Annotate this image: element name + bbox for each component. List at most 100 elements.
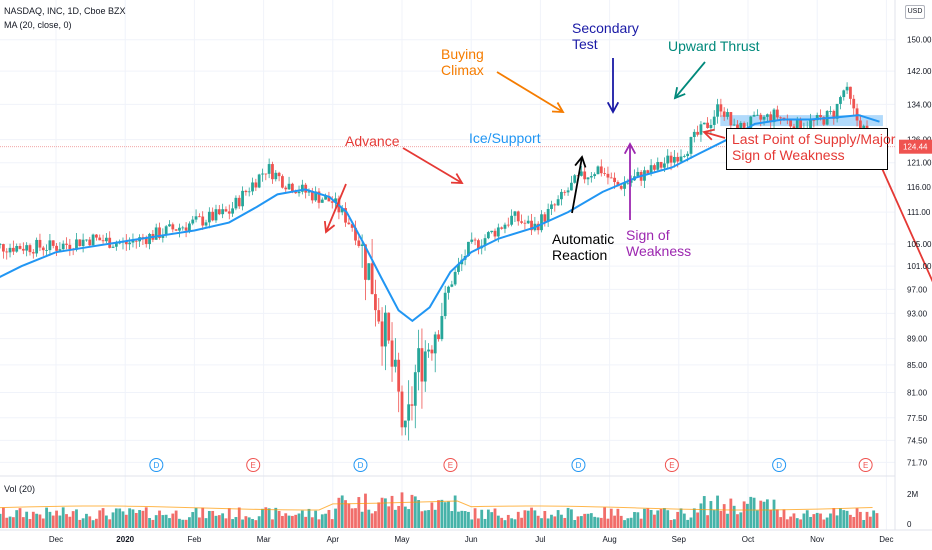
- candle-body: [131, 240, 135, 243]
- time-tick-label: May: [394, 535, 409, 544]
- ice-support-label: Ice/Support: [469, 130, 541, 146]
- volume-bar: [712, 510, 716, 528]
- volume-bar: [862, 519, 866, 528]
- volume-bar: [583, 513, 587, 528]
- candle-body: [204, 222, 208, 226]
- price-tick-label: 111.00: [907, 208, 931, 217]
- volume-bar: [825, 517, 829, 528]
- projection-path: [878, 162, 932, 283]
- volume-bar: [726, 513, 729, 528]
- volume-bar: [417, 500, 421, 528]
- volume-bar: [543, 510, 547, 528]
- volume-bar: [337, 497, 341, 528]
- volume-label[interactable]: Vol (20): [4, 484, 36, 494]
- volume-bar: [294, 514, 298, 528]
- advance-arrow-head: [450, 173, 464, 184]
- ma-indicator-label[interactable]: MA (20, close, 0): [4, 20, 72, 30]
- volume-bar: [546, 518, 550, 528]
- dividend-marker: [772, 458, 787, 472]
- candle-body: [290, 183, 294, 193]
- upward-thrust-arrow: [673, 61, 706, 100]
- volume-bar: [659, 508, 663, 528]
- volume-bar: [407, 509, 411, 528]
- candle-body: [114, 243, 118, 247]
- candle-body: [65, 243, 68, 245]
- candle-body: [457, 264, 460, 272]
- volume-bar: [184, 519, 188, 528]
- volume-bar: [646, 508, 650, 528]
- candle-body: [702, 122, 706, 125]
- candle-body: [536, 223, 540, 231]
- volume-bar: [586, 513, 590, 528]
- candle-body: [470, 239, 474, 242]
- candle-body: [540, 214, 543, 231]
- candle-body: [367, 263, 371, 280]
- advance-arrow-2: [323, 183, 347, 234]
- volume-bar: [682, 513, 686, 528]
- candle-body: [752, 114, 756, 117]
- candle-body: [161, 235, 165, 238]
- candle-body: [530, 220, 533, 231]
- secondary-test-arrow-head: [606, 101, 620, 114]
- candle-body: [214, 209, 218, 221]
- candle-body: [234, 197, 238, 209]
- candle-body: [450, 284, 454, 287]
- volume-bar: [596, 517, 600, 528]
- candle-body: [78, 239, 82, 247]
- candle-body: [500, 227, 504, 229]
- volume-bar: [197, 517, 201, 528]
- volume-bar: [453, 495, 457, 528]
- candle-body: [188, 223, 191, 231]
- candle-body: [473, 239, 477, 241]
- candle-body: [31, 252, 35, 254]
- volume-bar: [739, 512, 743, 528]
- candle-body: [350, 224, 354, 228]
- candle-body: [227, 211, 231, 214]
- volume-bar: [370, 513, 374, 528]
- candle-body: [483, 238, 487, 246]
- volume-bar: [114, 508, 118, 528]
- currency-badge[interactable]: USD: [905, 5, 925, 19]
- candle-body: [38, 239, 42, 248]
- volume-bar: [653, 514, 656, 528]
- volume-bar: [8, 516, 12, 528]
- volume-bar: [390, 495, 394, 528]
- volume-bar: [304, 516, 308, 528]
- candle-body: [191, 219, 195, 224]
- candle-body: [719, 104, 723, 112]
- volume-bar: [204, 518, 208, 528]
- candle-body: [490, 230, 494, 233]
- volume-bar: [573, 520, 577, 528]
- volume-bar: [148, 518, 151, 528]
- volume-bar: [533, 510, 537, 528]
- candle-body: [271, 164, 274, 180]
- candle-body: [417, 348, 421, 373]
- volume-bar: [649, 509, 653, 528]
- volume-bar: [28, 519, 32, 528]
- candle-body: [85, 239, 88, 241]
- volume-bar: [663, 508, 666, 528]
- candle-body: [18, 245, 22, 249]
- candle-body: [347, 222, 351, 225]
- volume-bar: [855, 508, 859, 528]
- time-axis[interactable]: Dec 2020 Feb Mar Apr May Jun Jul Aug Sep Oct Nov Dec: [49, 535, 894, 544]
- time-tick-label: Feb: [188, 535, 202, 544]
- grid-lines: [0, 0, 932, 531]
- volume-bar: [65, 514, 68, 528]
- candle-body: [387, 312, 391, 341]
- candle-body: [224, 209, 228, 212]
- price-axis[interactable]: 71.70 74.50 77.50 81.00 85.00 89.00 93.00 97.00…: [899, 36, 932, 529]
- candle-body: [241, 190, 244, 207]
- volume-bar: [144, 507, 148, 528]
- candle-body: [247, 191, 251, 193]
- candle-body: [476, 240, 480, 249]
- candle-body: [284, 187, 288, 190]
- volume-bar: [354, 508, 357, 528]
- advance-label: Advance: [345, 133, 400, 149]
- volume-bar: [709, 501, 713, 528]
- candle-body: [5, 251, 9, 253]
- candle-body: [300, 184, 304, 192]
- price-tick-label: 81.00: [907, 389, 928, 398]
